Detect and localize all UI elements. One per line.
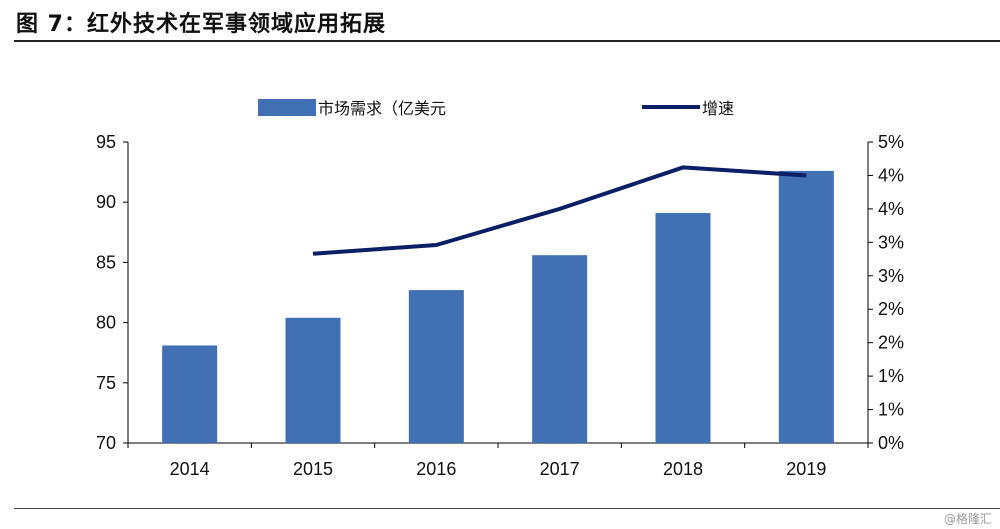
left-tick-label: 75 xyxy=(96,373,116,393)
right-tick-label: 4% xyxy=(878,165,904,185)
bar-2019 xyxy=(778,170,834,443)
figure-title: 图 7：红外技术在军事领域应用拓展 xyxy=(16,12,386,37)
chart-axes xyxy=(123,141,873,448)
tick-labels: 70 75 80 85 90 95 0% 1% 1% 2% 2% 3% 3% 4% 4% 5% 2014 2015… xyxy=(96,132,904,479)
bar-2017 xyxy=(532,255,588,443)
watermark: @格隆汇 xyxy=(943,512,992,526)
right-tick-label: 2% xyxy=(878,333,904,353)
right-tick-label: 0% xyxy=(878,433,904,453)
growth-line xyxy=(312,165,807,256)
legend-bar-label: 市场需求（亿美元 xyxy=(318,99,446,118)
bar-series xyxy=(162,170,834,443)
x-tick-label: 2019 xyxy=(786,459,826,479)
bar-2014 xyxy=(162,345,218,443)
x-tick-label: 2016 xyxy=(416,459,456,479)
bottom-divider xyxy=(14,508,1000,509)
bar-2015 xyxy=(285,317,341,443)
line-series xyxy=(312,165,807,256)
x-tick-label: 2018 xyxy=(663,459,703,479)
right-tick-label: 1% xyxy=(878,366,904,386)
left-tick-label: 80 xyxy=(96,313,116,333)
bar-2018 xyxy=(655,213,711,443)
x-tick-label: 2017 xyxy=(540,459,580,479)
right-tick-label: 1% xyxy=(878,400,904,420)
right-tick-label: 3% xyxy=(878,266,904,286)
bar-2016 xyxy=(408,290,464,443)
chart-legend: 市场需求（亿美元 增速 xyxy=(258,99,734,118)
title-divider xyxy=(14,40,1000,42)
left-tick-label: 70 xyxy=(96,433,116,453)
x-tick-label: 2014 xyxy=(170,459,210,479)
legend-line-label: 增速 xyxy=(702,99,734,118)
left-tick-label: 95 xyxy=(96,132,116,152)
legend-bar-swatch xyxy=(258,99,316,116)
right-tick-label: 5% xyxy=(878,132,904,152)
x-tick-label: 2015 xyxy=(293,459,333,479)
right-tick-label: 2% xyxy=(878,299,904,319)
left-tick-label: 85 xyxy=(96,252,116,272)
left-tick-label: 90 xyxy=(96,192,116,212)
right-tick-label: 3% xyxy=(878,232,904,252)
right-tick-label: 4% xyxy=(878,199,904,219)
